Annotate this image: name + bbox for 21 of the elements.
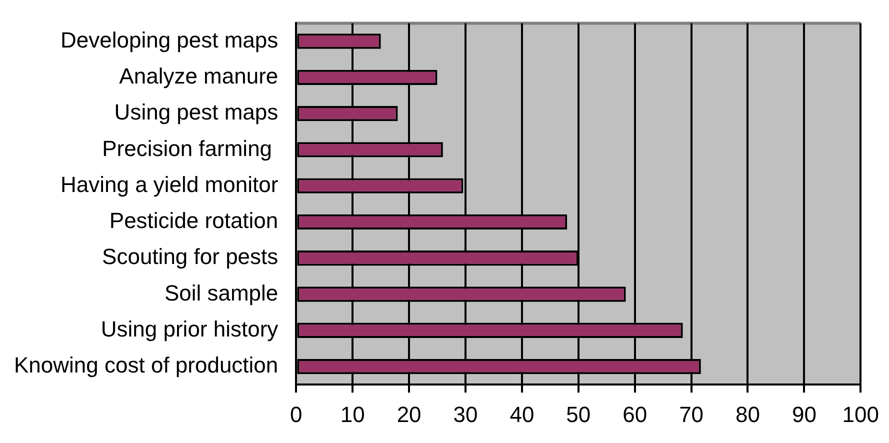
y-tick-label: Analyze manure — [119, 63, 278, 88]
x-tick-label: 10 — [340, 402, 365, 427]
y-tick-label: Pesticide rotation — [109, 208, 278, 234]
x-tick-label: 50 — [566, 402, 591, 427]
x-tick-label: 70 — [679, 402, 704, 427]
x-tick-label: 20 — [396, 402, 422, 427]
x-tick-label: 40 — [510, 402, 534, 427]
y-tick-label: Using prior history — [100, 316, 278, 342]
y-tick-label: Having a yield monitor — [60, 172, 278, 197]
y-tick-label: Knowing cost of production — [14, 352, 278, 378]
y-tick-label: Using pest maps — [114, 100, 278, 125]
y-tick-label: Developing pest maps — [60, 27, 278, 52]
y-tick-label: Precision farming — [102, 136, 278, 161]
x-tick-label: 60 — [622, 402, 648, 427]
x-tick-label: 90 — [792, 402, 816, 427]
y-tick-label: Soil sample — [164, 280, 278, 306]
y-tick-label: Scouting for pests — [102, 244, 278, 270]
x-tick-label: 100 — [842, 402, 880, 427]
x-tick-label: 0 — [290, 402, 302, 427]
x-tick-label: 30 — [453, 402, 478, 427]
x-tick-label: 80 — [736, 402, 760, 427]
